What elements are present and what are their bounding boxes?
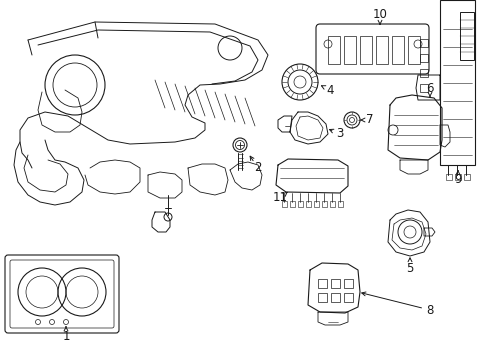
Text: 10: 10 bbox=[372, 9, 386, 22]
Bar bbox=[459, 12, 473, 60]
Text: 7: 7 bbox=[366, 113, 373, 126]
Text: 6: 6 bbox=[426, 81, 433, 94]
Bar bbox=[454, 174, 460, 180]
Bar bbox=[343, 293, 352, 302]
Bar bbox=[282, 201, 286, 207]
Bar bbox=[330, 279, 339, 288]
Bar bbox=[439, 0, 474, 165]
Text: 9: 9 bbox=[453, 174, 461, 186]
Bar bbox=[289, 201, 294, 207]
Bar bbox=[321, 201, 326, 207]
Text: 8: 8 bbox=[426, 303, 433, 316]
Bar bbox=[327, 36, 339, 64]
Text: 11: 11 bbox=[272, 192, 287, 204]
Bar bbox=[391, 36, 403, 64]
Bar bbox=[463, 174, 469, 180]
Bar bbox=[313, 201, 318, 207]
Bar bbox=[419, 84, 427, 92]
Text: 2: 2 bbox=[254, 162, 261, 175]
Bar bbox=[329, 201, 334, 207]
Bar bbox=[359, 36, 371, 64]
Text: 3: 3 bbox=[336, 127, 343, 140]
Bar bbox=[419, 39, 427, 47]
Text: 5: 5 bbox=[406, 261, 413, 274]
Bar bbox=[337, 201, 342, 207]
Bar bbox=[305, 201, 310, 207]
Bar bbox=[297, 201, 303, 207]
Bar bbox=[317, 293, 326, 302]
Text: 1: 1 bbox=[62, 329, 70, 342]
Text: 4: 4 bbox=[325, 84, 333, 96]
Bar bbox=[419, 54, 427, 62]
Bar bbox=[343, 36, 355, 64]
Bar bbox=[317, 279, 326, 288]
Bar bbox=[407, 36, 419, 64]
Bar bbox=[330, 293, 339, 302]
Bar bbox=[375, 36, 387, 64]
Bar bbox=[445, 174, 451, 180]
Bar bbox=[343, 279, 352, 288]
Bar bbox=[419, 69, 427, 77]
